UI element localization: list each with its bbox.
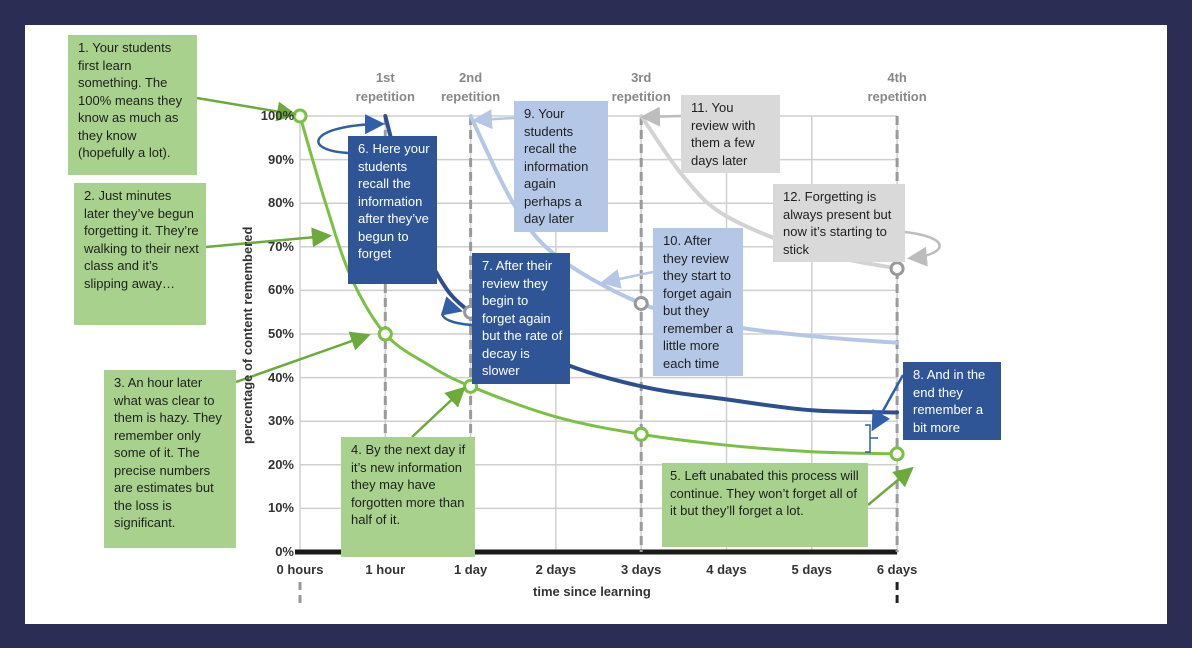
- repetition-word: repetition: [440, 89, 501, 104]
- annotation-1: 1. Your students first learn something. …: [68, 35, 197, 175]
- annotation-arrow: [472, 109, 515, 130]
- annotation-2: 2. Just minutes later they’ve begun forg…: [74, 183, 206, 325]
- repetition-word: repetition: [611, 89, 671, 104]
- annotation-3: 3. An hour later what was clear to them …: [104, 370, 236, 548]
- annotation-arrow: [440, 296, 473, 327]
- x-tick-label: 0 hours: [276, 562, 324, 577]
- x-tick-label: 4 days: [706, 562, 747, 577]
- x-tick-label: 3 days: [620, 562, 662, 577]
- annotation-9: 9. Your students recall the information …: [514, 101, 608, 232]
- annotation-arrow: [640, 106, 682, 127]
- y-tick-label: 90%: [267, 151, 294, 167]
- review-marker: [889, 261, 905, 277]
- repetition-word: repetition: [355, 89, 415, 104]
- x-tick-label: 6 days: [876, 562, 918, 577]
- y-tick-label: 70%: [267, 238, 294, 254]
- y-tick-label: 0%: [275, 544, 294, 559]
- x-tick-label: 1 hour: [365, 562, 406, 577]
- annotation-12: 12. Forgetting is always present but now…: [773, 184, 905, 262]
- annotation-10: 10. After they review they start to forg…: [653, 228, 743, 376]
- annotation-11: 11. You review with them a few days late…: [681, 95, 780, 173]
- y-tick-label: 10%: [267, 500, 294, 516]
- annotation-arrow: [904, 230, 941, 267]
- review-marker: [633, 295, 649, 311]
- y-tick-label: 60%: [267, 282, 294, 298]
- x-axis-label: time since learning: [533, 584, 651, 599]
- annotation-4: 4. By the next day if it’s new informati…: [341, 437, 475, 557]
- annotation-8: 8. And in the end they remember a bit mo…: [903, 362, 1001, 440]
- annotation-arrow: [317, 114, 385, 155]
- series-line-1: [298, 114, 899, 456]
- repetition-ordinal: 4th: [887, 70, 907, 85]
- repetition-label: 3rd repetition: [596, 68, 686, 106]
- data-point-marker: [377, 326, 393, 342]
- y-axis-label: percentage of content remembered: [240, 226, 255, 444]
- y-tick-label: 80%: [267, 195, 294, 211]
- repetition-ordinal: 1st: [375, 70, 395, 85]
- y-tick-label: 20%: [267, 456, 294, 472]
- annotation-arrow: [600, 269, 654, 289]
- repetition-label: 2nd repetition: [426, 68, 516, 106]
- repetition-label: 1st repetition: [340, 68, 430, 106]
- repetition-label: 4th repetition: [852, 68, 942, 106]
- data-point-marker: [292, 108, 308, 124]
- annotation-arrow: [205, 227, 332, 249]
- annotation-arrow: [196, 96, 297, 122]
- x-tick-label: 2 days: [535, 562, 577, 577]
- x-tick-label: 1 day: [453, 562, 488, 577]
- data-point-marker: [633, 426, 649, 442]
- difference-bracket: [865, 424, 878, 453]
- y-tick-label: 30%: [267, 413, 294, 429]
- annotation-arrow: [867, 466, 914, 506]
- annotation-6: 6. Here your students recall the informa…: [348, 136, 437, 284]
- annotation-arrow: [871, 374, 905, 432]
- annotation-5: 5. Left unabated this process will conti…: [662, 463, 868, 547]
- y-tick-label: 50%: [267, 326, 294, 341]
- annotation-7: 7. After their review they begin to forg…: [472, 253, 570, 384]
- repetition-ordinal: 2nd: [459, 70, 483, 85]
- y-tick-label: 40%: [267, 369, 294, 385]
- data-point-marker: [889, 446, 905, 462]
- y-tick-label: 100%: [260, 108, 294, 123]
- repetition-ordinal: 3rd: [631, 70, 652, 85]
- annotation-arrow: [235, 331, 371, 384]
- x-tick-label: 5 days: [791, 562, 833, 577]
- annotation-arrow: [411, 386, 466, 438]
- repetition-word: repetition: [867, 89, 927, 104]
